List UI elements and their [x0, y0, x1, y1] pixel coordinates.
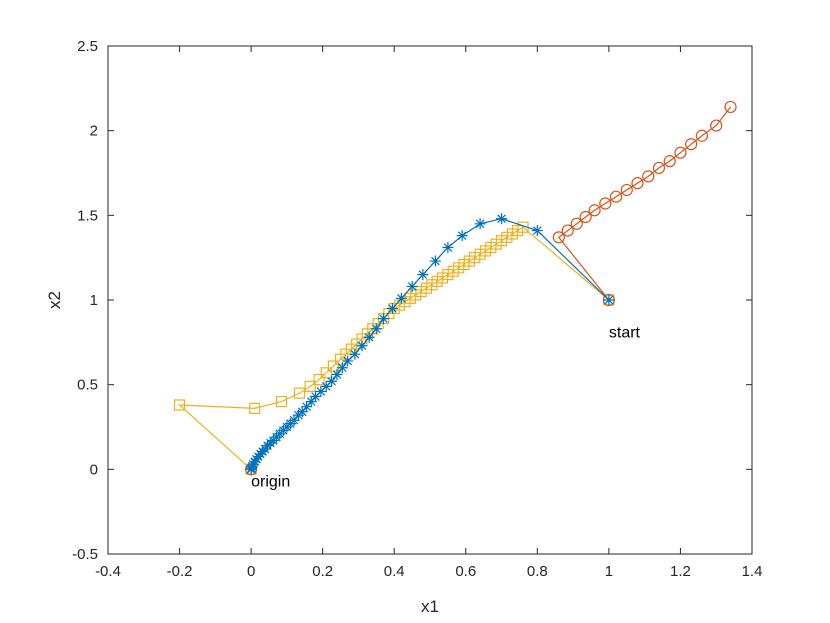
y-tick-label: 0.5: [77, 377, 98, 394]
data-point-circle: [588, 204, 601, 217]
data-point-asterisk: [245, 463, 257, 475]
y-tick-label: 0: [90, 461, 98, 478]
data-point-square: [275, 396, 288, 408]
data-point-asterisk: [331, 369, 343, 381]
y-tick-label: 2.5: [77, 38, 98, 55]
x-tick-label: 0.4: [384, 563, 405, 580]
data-point-circle: [724, 100, 737, 114]
data-point-asterisk: [363, 331, 375, 343]
y-tick-label: 1: [90, 292, 98, 309]
series-layer: [173, 100, 737, 476]
data-point-asterisk: [305, 396, 317, 408]
data-point-circle: [663, 155, 676, 168]
y-tick-label: 2: [90, 123, 98, 140]
y-tick-label: 1.5: [77, 207, 98, 224]
data-point-asterisk: [417, 269, 429, 281]
x-tick-label: 0.8: [527, 563, 548, 580]
data-point-asterisk: [336, 362, 348, 374]
data-point-circle: [710, 119, 723, 132]
data-point-square: [173, 399, 186, 411]
data-point-square: [293, 387, 306, 399]
x-tick-label: 1: [605, 563, 613, 580]
series-line: [557, 106, 732, 301]
data-point-asterisk: [342, 355, 354, 367]
data-point-circle: [652, 161, 666, 175]
data-point-asterisk: [326, 375, 338, 387]
data-point-circle: [695, 129, 709, 142]
data-point-asterisk: [603, 294, 615, 306]
annotation-start: start: [609, 324, 641, 341]
x-tick-label: 1.4: [742, 563, 763, 580]
y-tick-label: -0.5: [72, 546, 98, 563]
data-point-square: [304, 380, 316, 392]
data-point-circle: [642, 170, 655, 183]
data-point-asterisk: [370, 323, 382, 335]
x-tick-label: -0.2: [167, 563, 193, 580]
data-point-asterisk: [320, 380, 332, 392]
data-point-asterisk: [247, 458, 259, 470]
data-point-asterisk: [386, 302, 398, 314]
data-point-asterisk: [249, 456, 261, 468]
data-point-asterisk: [377, 313, 389, 325]
data-point-asterisk: [315, 385, 327, 397]
x-axis-label: x1: [421, 597, 439, 616]
x-tick-label: 1.2: [670, 563, 691, 580]
data-point-circle: [561, 224, 574, 237]
x-tick-label: -0.4: [95, 563, 121, 580]
x-tick-label: 0: [247, 563, 255, 580]
annotation-origin: origin: [251, 473, 290, 490]
data-point-circle: [579, 210, 592, 224]
x-tick-label: 0.6: [455, 563, 476, 580]
data-point-asterisk: [531, 225, 543, 237]
data-point-asterisk: [262, 440, 274, 452]
data-point-circle: [620, 183, 633, 197]
data-point-circle: [552, 231, 565, 244]
data-point-asterisk: [292, 409, 304, 421]
y-axis-label: x2: [45, 291, 64, 309]
data-point-asterisk: [442, 242, 454, 254]
data-point-asterisk: [456, 230, 468, 242]
data-point-asterisk: [496, 213, 508, 225]
data-point-square: [313, 373, 325, 386]
data-point-asterisk: [356, 340, 368, 352]
data-point-circle: [674, 146, 687, 159]
x-tick-label: 0.2: [312, 563, 333, 580]
data-point-square: [320, 367, 332, 379]
data-point-circle: [599, 197, 612, 210]
annotation-layer: origin start: [251, 324, 640, 490]
data-point-circle: [631, 177, 644, 190]
tick-layer: -0.4 -0.2 0 0.2 0.4 0.6 0.8 1 1.2 1.4 -0.5 0 0.5 1 1.5…: [72, 38, 762, 580]
data-point-circle: [685, 138, 698, 151]
plot-area: [108, 46, 752, 554]
data-point-asterisk: [301, 401, 313, 413]
data-point-asterisk: [310, 391, 322, 403]
data-point-asterisk: [349, 348, 361, 360]
data-point-asterisk: [474, 218, 486, 230]
data-point-circle: [609, 190, 623, 203]
data-point-square: [249, 402, 261, 414]
series-0: [245, 213, 615, 475]
data-point-asterisk: [406, 280, 418, 292]
data-point-asterisk: [429, 255, 441, 267]
data-point-asterisk: [246, 460, 258, 472]
data-point-circle: [570, 217, 583, 230]
series-1: [245, 100, 737, 476]
data-point-asterisk: [395, 292, 407, 304]
